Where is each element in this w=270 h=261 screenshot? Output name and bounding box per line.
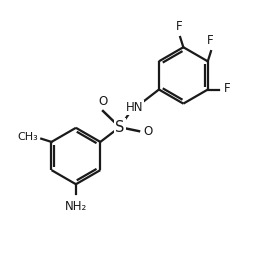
Text: F: F xyxy=(176,20,182,33)
Text: S: S xyxy=(115,120,124,135)
Text: CH₃: CH₃ xyxy=(17,132,38,142)
Text: F: F xyxy=(207,34,214,47)
Text: NH₂: NH₂ xyxy=(65,200,87,213)
Text: O: O xyxy=(144,125,153,138)
Text: O: O xyxy=(98,95,108,108)
Text: F: F xyxy=(224,82,231,95)
Text: HN: HN xyxy=(126,101,143,114)
